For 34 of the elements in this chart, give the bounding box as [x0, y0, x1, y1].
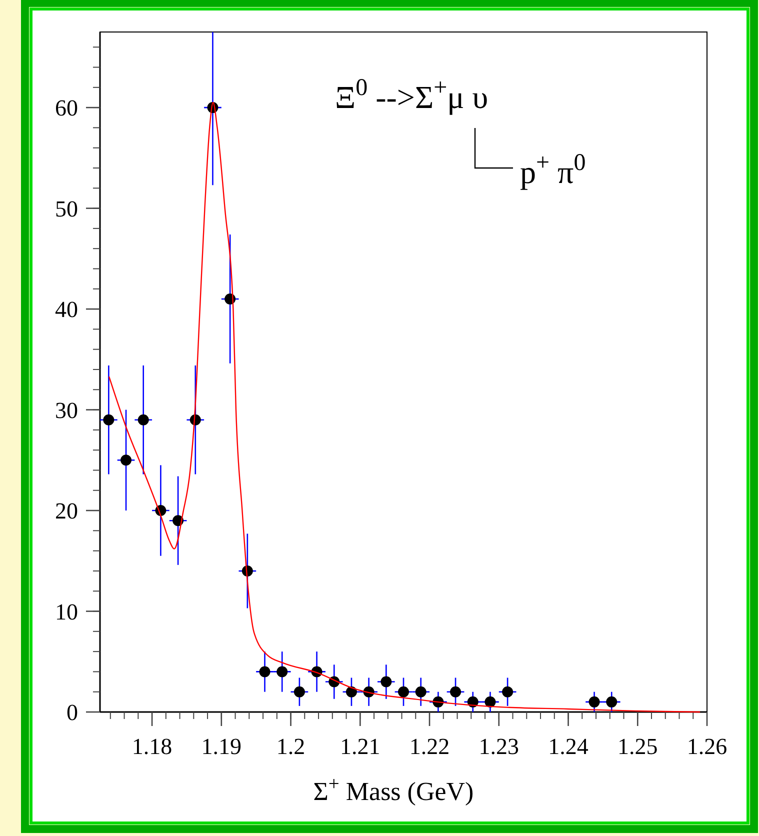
annotation: Ξ$^{0}$ -->Σ$^{+}$μ υ — [335, 75, 488, 115]
point — [588, 696, 600, 708]
point — [276, 666, 288, 678]
point — [398, 686, 409, 698]
point — [138, 414, 149, 426]
point — [380, 676, 392, 688]
point — [294, 686, 305, 698]
x-axis-title: Σ$^{+}$ Mass (GeV) — [313, 774, 474, 806]
y-tick-label: 40 — [55, 297, 78, 322]
point — [346, 686, 357, 698]
x-tick-label: 1.26 — [686, 734, 728, 759]
x-tick-label: 1.25 — [618, 734, 658, 759]
x-tick-label: 1.19 — [201, 734, 242, 759]
annotation: p$^{+}$ π$^{0}$ — [520, 150, 586, 190]
point — [103, 414, 114, 426]
point — [120, 454, 132, 466]
y-tick-label: 20 — [55, 498, 78, 524]
point — [259, 666, 270, 678]
x-tick-label: 1.18 — [132, 734, 172, 759]
point — [484, 696, 496, 708]
x-tick-label: 1.21 — [340, 734, 380, 759]
point — [450, 686, 462, 698]
x-tick-label: 1.23 — [478, 734, 520, 759]
point — [606, 696, 618, 708]
x-tick-label: 1.2 — [276, 734, 306, 759]
y-tick-label: 0 — [66, 700, 78, 726]
y-tick-label: 30 — [55, 398, 78, 423]
x-tick-label: 1.22 — [409, 734, 450, 759]
point — [415, 686, 426, 698]
y-tick-label: 60 — [55, 96, 78, 121]
x-tick-label: 1.24 — [548, 734, 589, 759]
y-tick-label: 50 — [55, 196, 78, 222]
point — [502, 686, 514, 698]
y-tick-label: 10 — [55, 599, 78, 624]
